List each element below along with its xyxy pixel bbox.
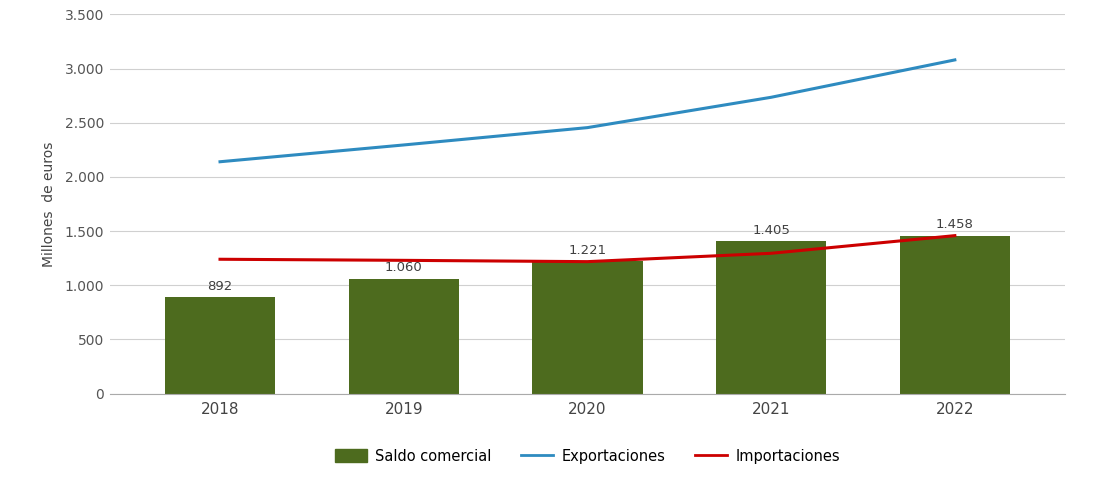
Bar [533,261,642,394]
Text: 1.405: 1.405 [752,224,791,237]
Bar [716,241,826,394]
Text: 1.060: 1.060 [385,262,423,275]
Text: 1.458: 1.458 [935,218,974,231]
Y-axis label: Millones  de euros: Millones de euros [43,141,56,267]
Text: 892: 892 [208,280,233,293]
Legend: Saldo comercial, Exportaciones, Importaciones: Saldo comercial, Exportaciones, Importac… [328,443,847,470]
Bar [348,279,459,394]
Bar [165,297,276,394]
Bar [899,236,1010,394]
Text: 1.221: 1.221 [569,244,606,257]
